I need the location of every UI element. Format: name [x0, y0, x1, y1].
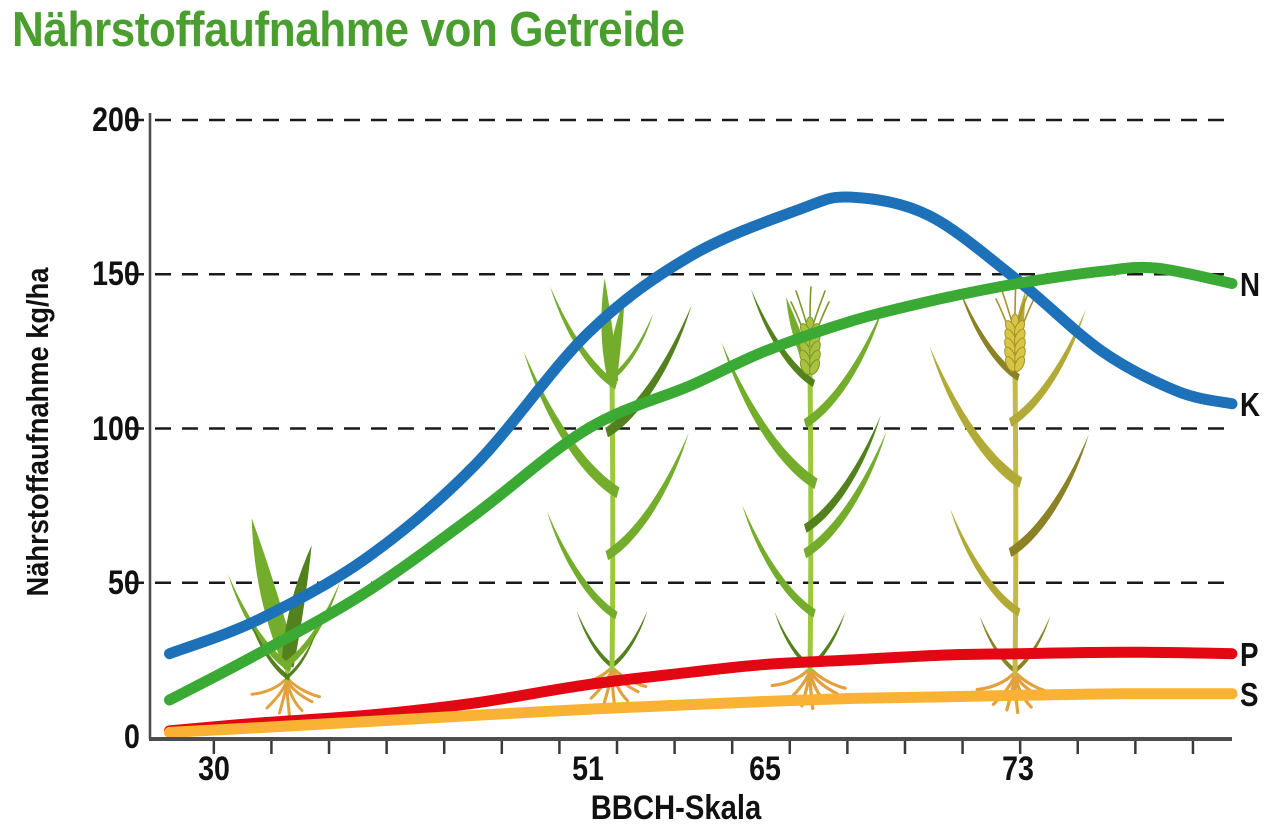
p-curve-label: P — [1240, 635, 1259, 673]
n-curve-label: N — [1240, 265, 1261, 303]
y-tick-label-100: 100 — [92, 409, 140, 448]
s-curve-label: S — [1240, 675, 1259, 713]
s-uptake-curve — [164, 688, 1238, 738]
k-curve-label: K — [1240, 385, 1261, 423]
y-tick-label-50: 50 — [108, 563, 140, 602]
page-title: Nährstoffaufnahme von Getreide — [12, 3, 685, 57]
n-uptake-curve — [164, 261, 1238, 706]
wheat-plant-tillering-icon — [228, 514, 341, 717]
x-tick-label-73: 73 — [1001, 750, 1034, 788]
p-uptake-curve — [164, 646, 1238, 737]
y-tick-label-150: 150 — [92, 255, 140, 294]
wheat-plant-ripening-icon — [929, 284, 1089, 715]
y-tick-label-0: 0 — [124, 718, 140, 756]
x-tick-label-51: 51 — [572, 750, 605, 788]
axes — [148, 113, 1232, 754]
x-axis-title: BBCH-Skala — [590, 789, 762, 827]
x-tick-label-65: 65 — [748, 750, 781, 788]
y-tick-label-200: 200 — [92, 101, 140, 139]
nutrient-curves — [164, 191, 1238, 738]
wheat-plant-flowering-icon — [721, 287, 887, 711]
wheat-plant-heading-icon — [523, 278, 692, 708]
x-tick-label-30: 30 — [197, 750, 230, 788]
y-axis-title: Nährstoffaufnahme kg/ha — [20, 267, 55, 597]
k-uptake-curve — [164, 191, 1238, 660]
